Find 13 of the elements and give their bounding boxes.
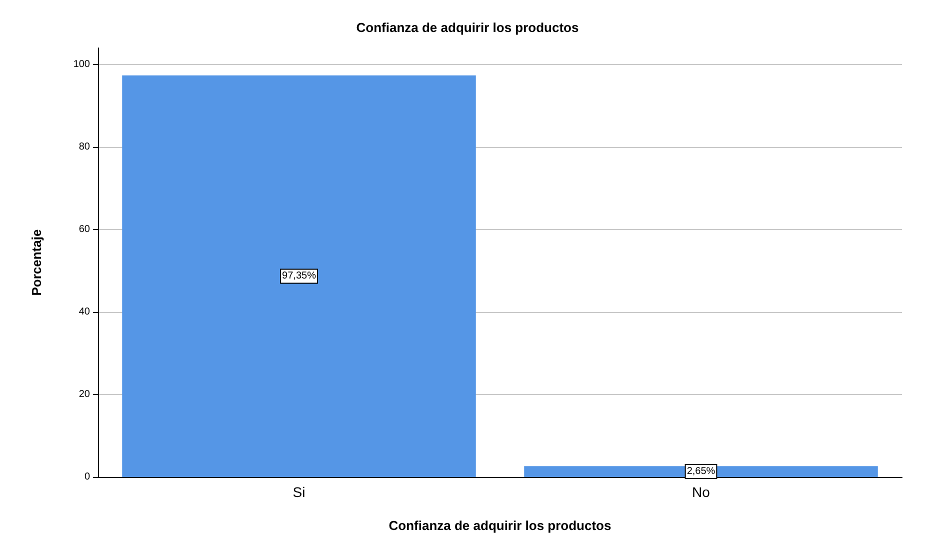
y-tick-label: 0 xyxy=(84,472,90,482)
y-tick-label: 80 xyxy=(78,142,90,152)
data-label: 97,35% xyxy=(282,270,316,282)
x-tick-label: No xyxy=(692,484,710,500)
chart-title: Confianza de adquirir los productos xyxy=(356,20,579,35)
x-axis-title: Confianza de adquirir los productos xyxy=(388,518,612,533)
y-tick-label: 20 xyxy=(78,389,90,400)
y-axis-title: Porcentaje xyxy=(29,229,44,296)
x-tick-label: Si xyxy=(292,484,306,500)
y-tick-label: 60 xyxy=(78,224,90,235)
y-tick-label: 100 xyxy=(73,59,90,70)
y-tick-label: 40 xyxy=(78,306,90,318)
data-label: 2,65% xyxy=(686,466,716,478)
